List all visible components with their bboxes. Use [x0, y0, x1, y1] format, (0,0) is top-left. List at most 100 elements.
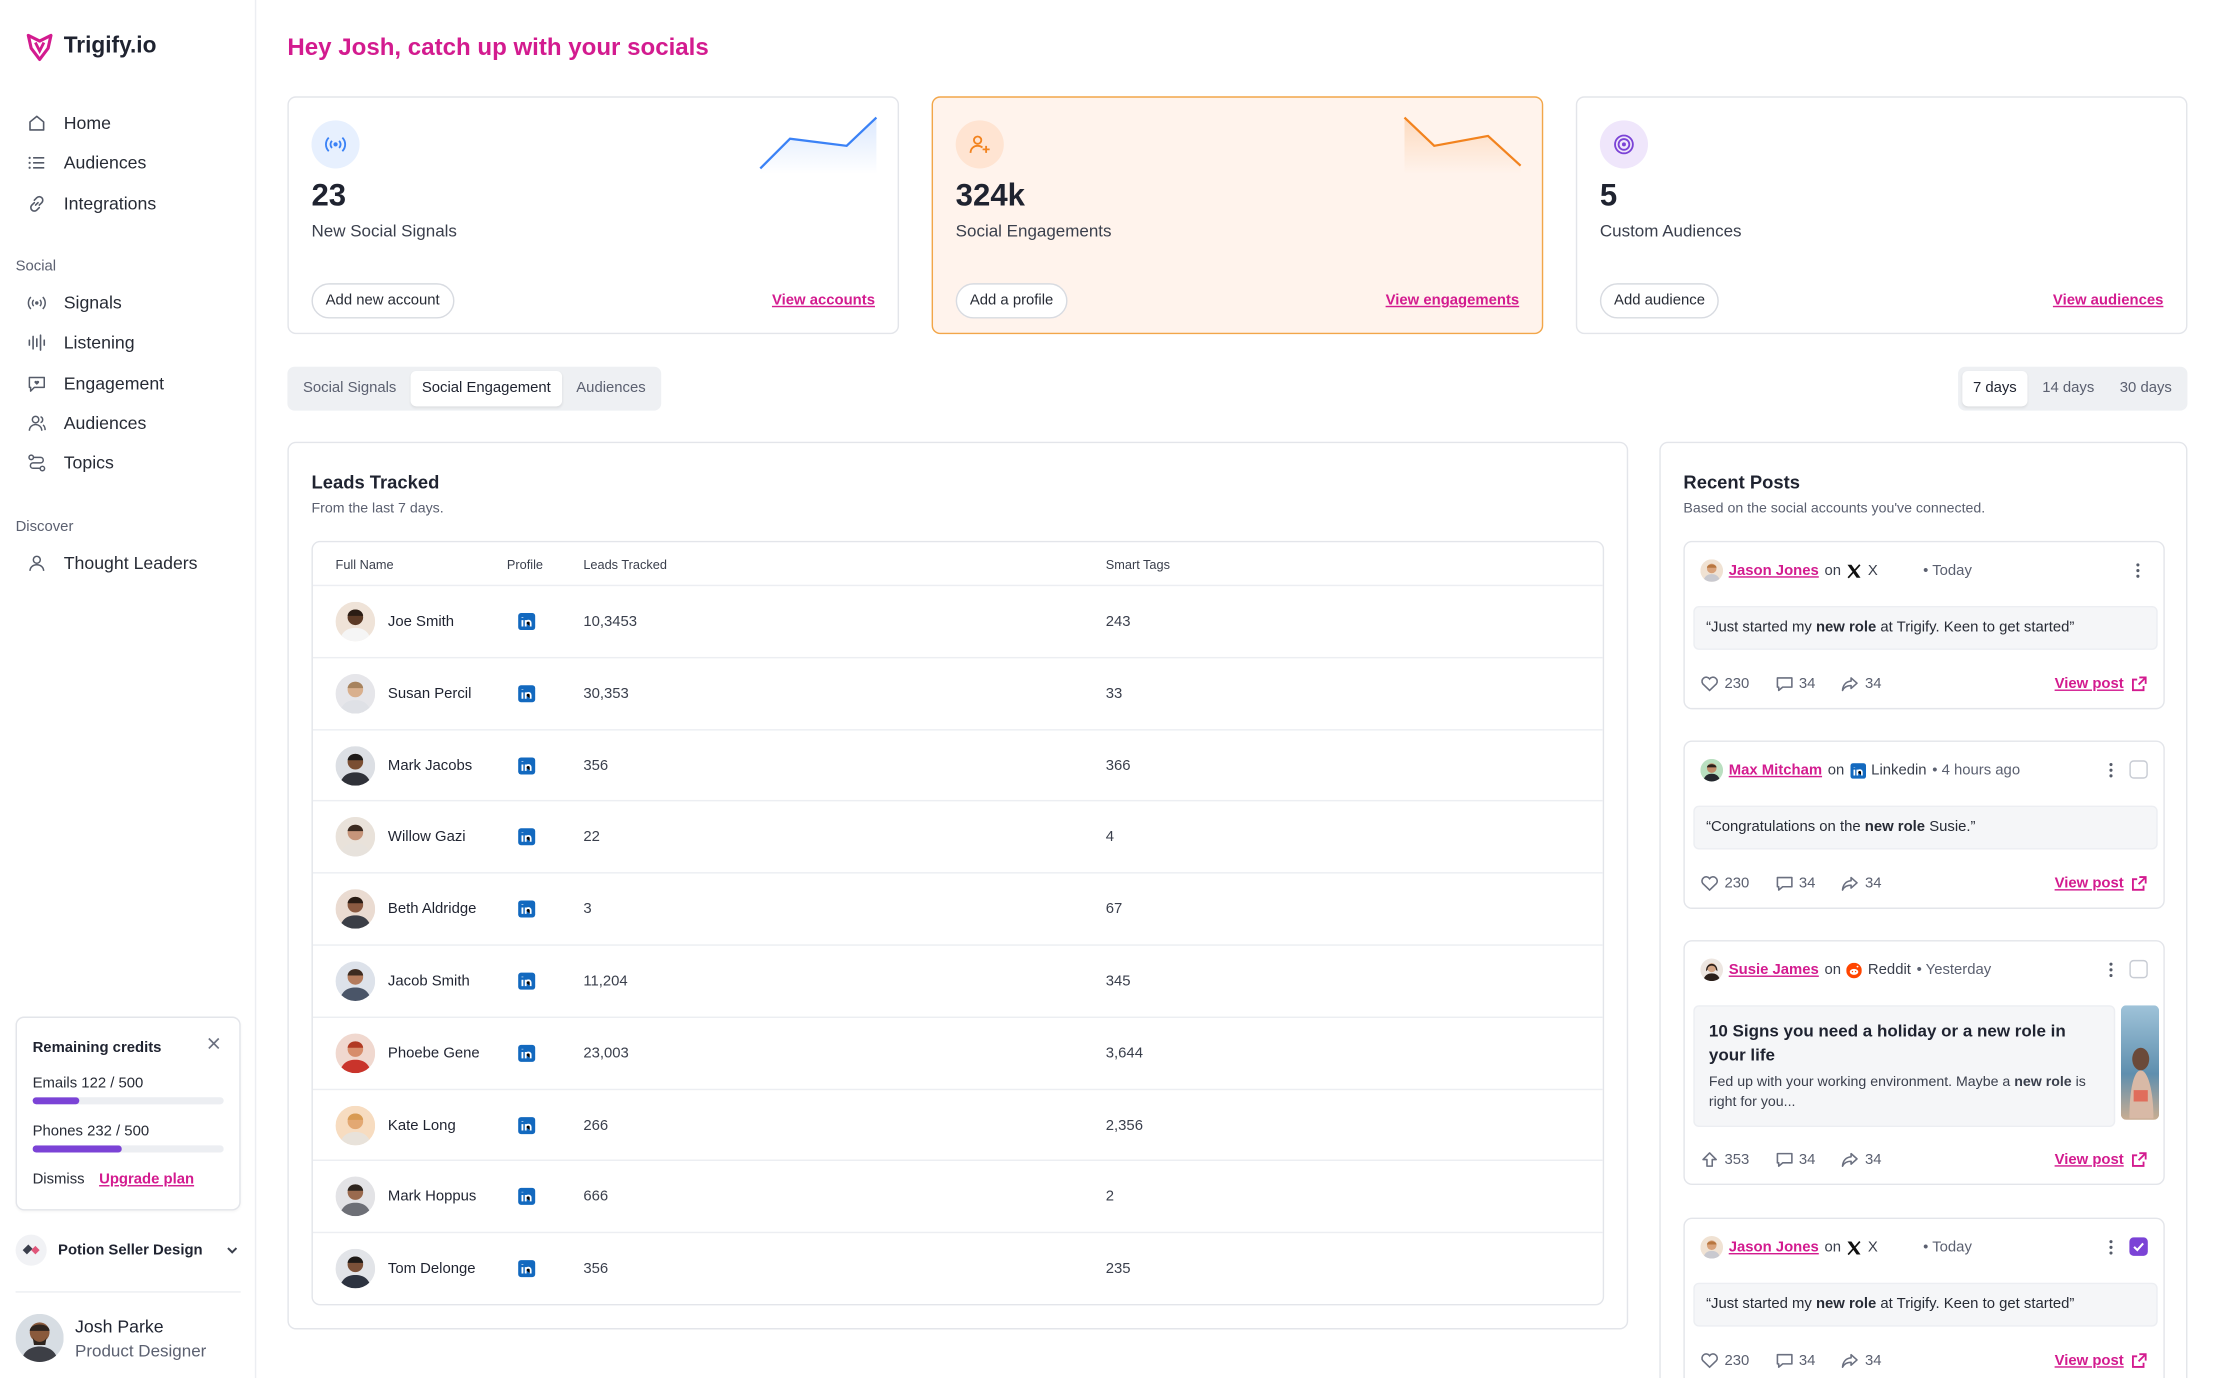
credits-title: Remaining credits — [32, 1039, 162, 1057]
upvotes-count[interactable]: 353 — [1700, 1151, 1749, 1168]
workspace-switcher[interactable]: Potion Seller Design — [15, 1232, 241, 1269]
nav-item-signals[interactable]: Signals — [0, 283, 256, 323]
view-post-link[interactable]: View post — [2055, 1151, 2148, 1168]
leads-tracked-value: 23,003 — [583, 1044, 629, 1062]
linkedin-icon[interactable] — [518, 972, 536, 990]
table-row[interactable]: Kate Long 266 2,356 — [312, 1090, 1603, 1162]
post-select-checkbox[interactable] — [2129, 959, 2148, 979]
nav-item-thought-leaders[interactable]: Thought Leaders — [0, 544, 256, 584]
linkedin-icon[interactable] — [518, 1260, 536, 1278]
column-header-profile[interactable]: Profile — [506, 557, 543, 572]
nav-item-social-audiences[interactable]: Audiences — [0, 403, 256, 443]
table-row[interactable]: Beth Aldridge 3 67 — [312, 874, 1603, 946]
column-header-full-name[interactable]: Full Name — [335, 557, 394, 572]
range-7-days[interactable]: 7 days — [1961, 370, 2029, 407]
post-select-checkbox[interactable] — [2129, 1237, 2148, 1256]
view-post-link[interactable]: View post — [2055, 1352, 2148, 1369]
post-card[interactable]: Susie James on Reddit • Yesterday 10 Sig… — [1683, 940, 2165, 1186]
more-options-icon[interactable] — [2108, 961, 2114, 978]
post-card[interactable]: Jason Jones on X • Today “Just started m… — [1683, 1217, 2165, 1378]
post-author-link[interactable]: Susie James — [1728, 961, 1819, 979]
likes-count[interactable]: 230 — [1700, 675, 1749, 692]
nav-item-integrations[interactable]: Integrations — [0, 183, 256, 223]
recent-posts-panel: Recent Posts Based on the social account… — [1659, 441, 2188, 1378]
shares-count[interactable]: 34 — [1841, 875, 1881, 892]
comments-count[interactable]: 34 — [1775, 1352, 1815, 1369]
upgrade-plan-link[interactable]: Upgrade plan — [99, 1170, 195, 1188]
linkedin-icon[interactable] — [518, 900, 536, 918]
table-row[interactable]: Jacob Smith 11,204 345 — [312, 946, 1603, 1018]
nav-item-topics[interactable]: Topics — [0, 443, 256, 483]
table-row[interactable]: Mark Jacobs 356 366 — [312, 730, 1603, 802]
view-accounts-link[interactable]: View accounts — [771, 291, 875, 309]
linkedin-icon[interactable] — [518, 1188, 536, 1206]
post-card[interactable]: Jason Jones on X • Today “Just started m… — [1683, 540, 2165, 710]
linkedin-icon[interactable] — [518, 828, 536, 846]
comment-icon — [1775, 1152, 1792, 1167]
user-profile[interactable]: Josh Parke Product Designer — [15, 1291, 241, 1363]
range-30-days[interactable]: 30 days — [2119, 379, 2172, 397]
nav-item-engagement[interactable]: Engagement — [0, 363, 256, 403]
dismiss-button[interactable]: Dismiss — [32, 1170, 85, 1188]
tab-social-engagement[interactable]: Social Engagement — [410, 370, 563, 407]
post-platform: X — [1867, 562, 1878, 580]
tab-audiences[interactable]: Audiences — [576, 379, 646, 397]
range-14-days[interactable]: 14 days — [2042, 379, 2095, 397]
smart-tags-value: 345 — [1105, 972, 1131, 990]
table-row[interactable]: Susan Percil 30,353 33 — [312, 658, 1603, 730]
post-author-link[interactable]: Jason Jones — [1728, 562, 1819, 580]
table-row[interactable]: Tom Delonge 356 235 — [313, 1233, 1603, 1304]
close-icon[interactable] — [205, 1035, 222, 1052]
view-audiences-link[interactable]: View audiences — [2052, 291, 2164, 309]
view-post-link[interactable]: View post — [2055, 875, 2148, 892]
lead-name: Beth Aldridge — [387, 900, 477, 918]
post-card[interactable]: Max Mitcham on Linkedin • 4 hours ago “C… — [1683, 740, 2165, 909]
smart-tags-value: 2 — [1105, 1188, 1115, 1206]
lead-name: Mark Hoppus — [387, 1188, 477, 1206]
linkedin-icon[interactable] — [518, 1044, 536, 1062]
share-icon — [1842, 1152, 1859, 1167]
shares-count[interactable]: 34 — [1841, 1352, 1881, 1369]
linkedin-icon[interactable] — [518, 1116, 536, 1134]
more-options-icon[interactable] — [2135, 562, 2141, 579]
post-thumbnail[interactable] — [2120, 1005, 2160, 1120]
tab-social-signals[interactable]: Social Signals — [302, 379, 397, 397]
linkedin-icon[interactable] — [518, 756, 536, 774]
comments-count[interactable]: 34 — [1775, 1151, 1815, 1168]
linkedin-icon[interactable] — [518, 613, 536, 631]
shares-count[interactable]: 34 — [1841, 1151, 1881, 1168]
add-profile-button[interactable]: Add a profile — [955, 283, 1068, 319]
post-footer: 230 34 34 View post — [1700, 674, 2147, 694]
view-post-link[interactable]: View post — [2055, 675, 2148, 692]
table-row[interactable]: Joe Smith 10,3453 243 — [312, 586, 1603, 659]
emails-credits-label: Emails 122 / 500 — [32, 1074, 144, 1092]
comments-count[interactable]: 34 — [1775, 875, 1815, 892]
likes-count[interactable]: 230 — [1700, 875, 1749, 892]
brand-logo[interactable]: Trigify.io — [23, 30, 156, 64]
nav-item-home[interactable]: Home — [0, 103, 256, 143]
table-row[interactable]: Mark Hoppus 666 2 — [312, 1162, 1603, 1234]
emails-progress-bar — [32, 1097, 224, 1105]
linkedin-icon[interactable] — [518, 684, 536, 702]
more-options-icon[interactable] — [2108, 1239, 2114, 1256]
view-tabs: Social Signals Social Engagement Audienc… — [287, 366, 662, 411]
view-engagements-link[interactable]: View engagements — [1385, 291, 1520, 309]
post-select-checkbox[interactable] — [2129, 760, 2148, 779]
add-new-account-button[interactable]: Add new account — [311, 283, 454, 319]
more-options-icon[interactable] — [2108, 762, 2114, 779]
nav-item-audiences[interactable]: Audiences — [0, 143, 256, 183]
add-audience-button[interactable]: Add audience — [1599, 283, 1720, 319]
table-row[interactable]: Phoebe Gene 23,003 3,644 — [312, 1018, 1603, 1090]
column-header-leads-tracked[interactable]: Leads Tracked — [583, 557, 667, 572]
smart-tags-value: 33 — [1105, 684, 1123, 702]
column-header-smart-tags[interactable]: Smart Tags — [1105, 557, 1170, 572]
likes-count[interactable]: 230 — [1700, 1352, 1749, 1369]
comments-count[interactable]: 34 — [1775, 675, 1815, 692]
post-author-link[interactable]: Jason Jones — [1728, 1238, 1819, 1256]
stat-label: Social Engagements — [955, 220, 1112, 241]
table-row[interactable]: Willow Gazi 22 4 — [312, 802, 1603, 874]
nav-item-listening[interactable]: Listening — [0, 323, 256, 363]
shares-count[interactable]: 34 — [1841, 675, 1881, 692]
post-author-link[interactable]: Max Mitcham — [1728, 761, 1823, 779]
lead-name: Phoebe Gene — [387, 1044, 480, 1062]
